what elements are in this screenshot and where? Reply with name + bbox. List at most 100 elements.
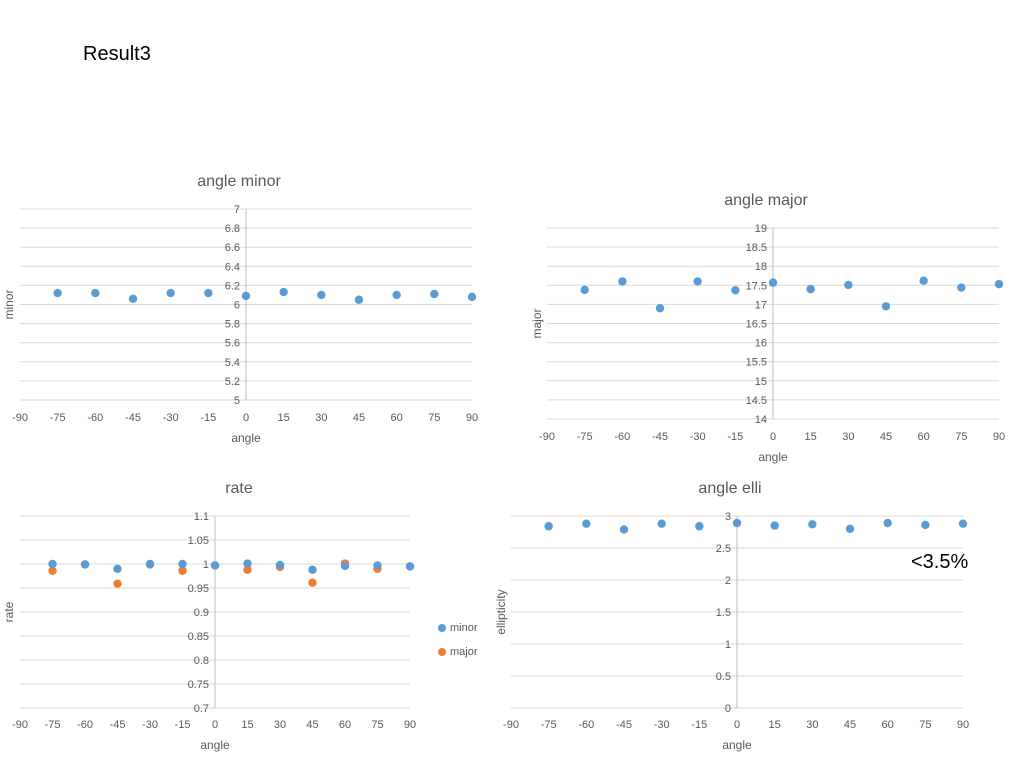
y-tick-label: 15 xyxy=(755,376,767,388)
y-tick-label: 0.7 xyxy=(194,703,209,715)
x-tick-label: 45 xyxy=(306,719,318,731)
data-point-major xyxy=(243,565,252,574)
x-axis-title: angle xyxy=(722,738,752,752)
data-point-major xyxy=(113,579,122,588)
x-tick-label: 60 xyxy=(339,719,351,731)
y-tick-label: 1.05 xyxy=(188,535,209,547)
x-tick-label: 15 xyxy=(278,412,290,424)
data-point-minor xyxy=(48,559,57,569)
x-tick-label: 0 xyxy=(212,719,218,731)
y-tick-label: 0.5 xyxy=(716,671,731,683)
y-axis-title: ellipticity xyxy=(494,589,508,634)
legend-marker-major xyxy=(438,648,446,656)
data-point xyxy=(845,524,855,533)
data-point xyxy=(580,285,589,295)
x-tick-label: 15 xyxy=(769,719,781,731)
x-tick-label: -60 xyxy=(578,719,594,731)
x-axis-title: angle xyxy=(758,450,788,464)
data-point xyxy=(883,518,892,528)
data-point-minor xyxy=(210,561,220,570)
data-point xyxy=(544,522,553,531)
data-point-minor xyxy=(145,559,155,569)
x-tick-label: 60 xyxy=(391,412,403,424)
legend-marker-minor xyxy=(438,624,446,632)
data-point xyxy=(808,520,817,529)
x-tick-label: -30 xyxy=(690,431,706,443)
y-tick-label: 6 xyxy=(234,300,240,312)
y-tick-label: 7 xyxy=(234,204,240,216)
x-tick-label: -45 xyxy=(110,719,126,731)
chart-title: angle major xyxy=(724,192,808,209)
legend-item-major: major xyxy=(438,640,478,664)
y-tick-label: 19 xyxy=(755,223,767,235)
data-point-minor xyxy=(340,561,350,571)
y-tick-label: 5.4 xyxy=(225,357,240,369)
y-tick-label: 14.5 xyxy=(746,395,767,407)
y-axis-title: minor xyxy=(2,289,16,319)
data-point xyxy=(881,302,891,311)
y-tick-label: 0.95 xyxy=(188,583,209,595)
x-tick-label: 30 xyxy=(806,719,818,731)
y-tick-label: 6.4 xyxy=(225,261,240,273)
error-annotation: <3.5% xyxy=(911,551,969,573)
x-tick-label: -30 xyxy=(142,719,158,731)
y-tick-label: 1.5 xyxy=(716,607,731,619)
data-point-major xyxy=(48,566,57,575)
x-tick-label: -90 xyxy=(12,719,28,731)
y-tick-label: 2 xyxy=(725,575,731,587)
y-tick-label: 5 xyxy=(234,395,240,407)
data-point xyxy=(958,519,968,528)
data-point-minor xyxy=(405,562,415,571)
legend-label-major: major xyxy=(450,646,478,658)
data-point xyxy=(770,521,779,530)
y-tick-label: 16 xyxy=(755,338,767,350)
data-point-minor xyxy=(243,559,252,568)
y-tick-label: 17 xyxy=(755,299,767,311)
y-tick-label: 0.75 xyxy=(188,679,209,691)
data-point xyxy=(618,277,627,286)
data-point xyxy=(921,520,930,530)
x-tick-label: 0 xyxy=(770,431,776,443)
x-tick-label: 90 xyxy=(993,431,1005,443)
y-tick-label: 0.9 xyxy=(194,607,209,619)
x-axis-title: angle xyxy=(231,431,261,445)
y-tick-label: 17.5 xyxy=(746,280,767,292)
x-tick-label: 15 xyxy=(805,431,817,443)
slide-title: Result3 xyxy=(83,43,151,65)
y-tick-label: 18.5 xyxy=(746,242,767,254)
x-tick-label: -45 xyxy=(616,719,632,731)
y-tick-label: 6.2 xyxy=(225,280,240,292)
data-point-minor xyxy=(80,560,90,569)
chart-title: rate xyxy=(225,480,253,497)
x-tick-label: 60 xyxy=(882,719,894,731)
data-point xyxy=(693,277,702,286)
data-point xyxy=(241,291,251,301)
y-tick-label: 0 xyxy=(725,703,731,715)
data-point xyxy=(582,519,591,528)
data-point xyxy=(279,287,288,297)
x-tick-label: 45 xyxy=(353,412,365,424)
x-tick-label: -75 xyxy=(45,719,61,731)
data-point xyxy=(430,289,439,299)
y-tick-label: 3 xyxy=(725,511,731,523)
data-point xyxy=(994,279,1004,289)
x-tick-label: -75 xyxy=(577,431,593,443)
x-tick-label: 60 xyxy=(918,431,930,443)
data-point xyxy=(695,522,704,531)
x-tick-label: -60 xyxy=(77,719,93,731)
data-point xyxy=(844,280,853,290)
x-tick-label: 30 xyxy=(274,719,286,731)
x-tick-label: 15 xyxy=(241,719,253,731)
x-tick-label: -45 xyxy=(125,412,141,424)
legend-label-minor: minor xyxy=(450,622,478,634)
data-point-minor xyxy=(373,561,382,570)
y-tick-label: 2.5 xyxy=(716,543,731,555)
x-tick-label: -30 xyxy=(163,412,179,424)
data-point xyxy=(166,288,175,298)
data-point-minor xyxy=(178,559,187,569)
y-tick-label: 0.85 xyxy=(188,631,209,643)
x-tick-label: 0 xyxy=(243,412,249,424)
x-tick-label: -90 xyxy=(539,431,555,443)
rate-legend: minor major xyxy=(438,616,478,664)
x-tick-label: -30 xyxy=(654,719,670,731)
